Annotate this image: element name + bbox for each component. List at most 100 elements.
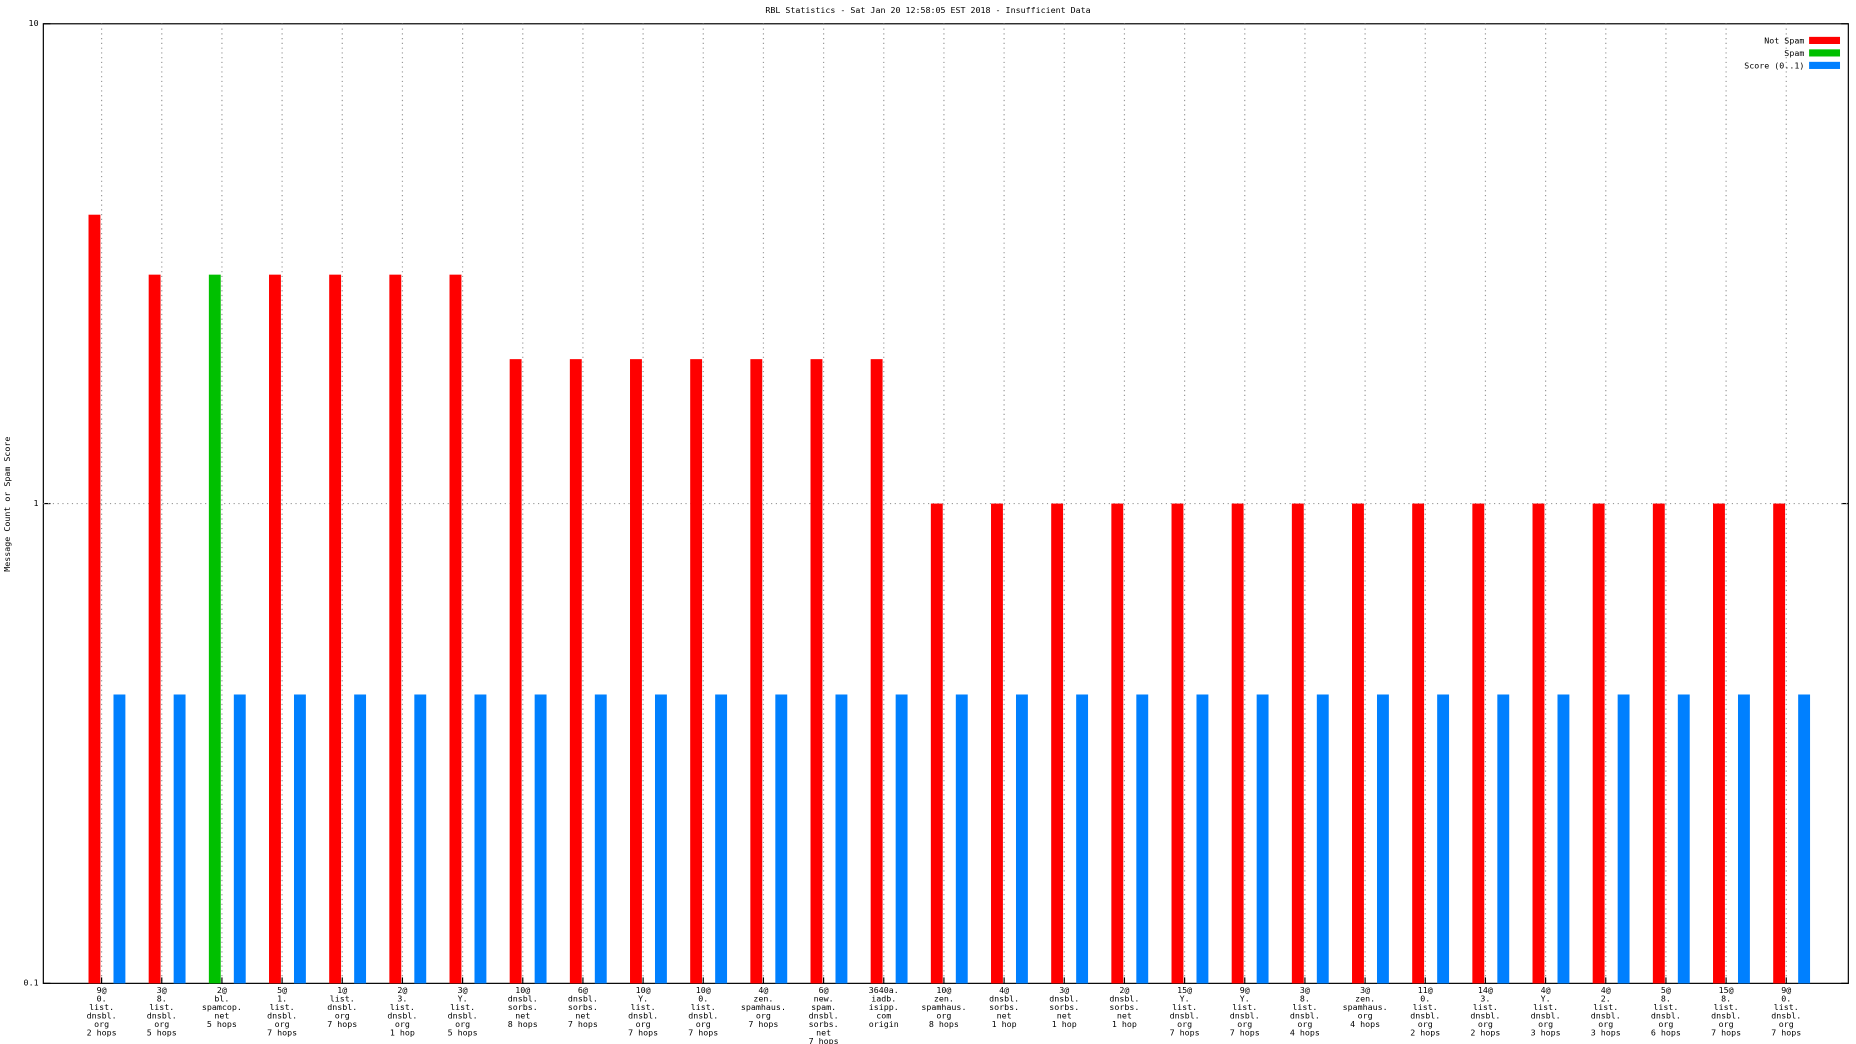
bar <box>1111 503 1124 984</box>
bar <box>233 694 246 984</box>
x-tick-label: 3@ 8. list. dnsbl. org 5 hops <box>147 985 177 1038</box>
x-tick-label: 4@ zen. spamhaus. org 7 hops <box>741 985 786 1029</box>
x-tick-label: 6@ new. spam. dnsbl. sorbs. net 7 hops <box>809 985 839 1044</box>
bar <box>148 274 161 984</box>
bar <box>835 694 848 984</box>
bar <box>895 694 908 984</box>
bar <box>1773 503 1786 984</box>
bar <box>1076 694 1089 984</box>
bar <box>1291 503 1304 984</box>
bar <box>1713 503 1725 984</box>
bar <box>1171 503 1184 984</box>
x-tick-label: 9@ 0. list. dnsbl. org 7 hops <box>1771 985 1801 1038</box>
bar <box>594 694 607 984</box>
bar <box>1231 503 1244 984</box>
x-tick-label: 9@ 0. list. dnsbl. org 2 hops <box>87 985 117 1038</box>
x-tick-label: 3@ dnsbl. sorbs. net 1 hop <box>1049 985 1079 1029</box>
bar <box>509 359 522 984</box>
bar <box>870 359 883 984</box>
bar <box>690 359 703 984</box>
x-tick-label: 3640a. iadb. isipp. com origin <box>869 985 899 1029</box>
x-tick-label: 2@ 3. list. dnsbl. org 1 hop <box>387 985 417 1038</box>
legend-label: Score (0..1) <box>1744 60 1804 70</box>
bar <box>293 694 306 984</box>
bar <box>414 694 427 984</box>
bar <box>1532 503 1545 984</box>
bar <box>113 694 126 984</box>
x-tick-label: 11@ 0. list. dnsbl. org 2 hops <box>1410 985 1440 1038</box>
x-tick-label: 5@ 8. list. dnsbl. org 6 hops <box>1651 985 1681 1038</box>
bar <box>630 359 642 984</box>
x-tick-label: 1@ list. dnsbl. org 7 hops <box>327 985 357 1029</box>
bar <box>1677 694 1690 984</box>
x-tick-label: 15@ 8. list. dnsbl. org 7 hops <box>1711 985 1741 1038</box>
x-tick-label: 2@ dnsbl. sorbs. net 1 hop <box>1109 985 1139 1029</box>
bar <box>1437 694 1450 984</box>
bar <box>1256 694 1269 984</box>
y-tick-label: 0.1 <box>24 978 39 988</box>
bar <box>1652 503 1665 984</box>
bar <box>1617 694 1630 984</box>
x-tick-label: 10@ dnsbl. sorbs. net 8 hops <box>508 985 538 1029</box>
legend-label: Spam <box>1784 48 1804 58</box>
bar <box>775 694 788 984</box>
y-tick-label: 10 <box>29 18 39 28</box>
legend-swatch <box>1809 61 1841 69</box>
x-tick-label: 10@ Y. list. dnsbl. org 7 hops <box>628 985 658 1038</box>
legend-label: Not Spam <box>1764 35 1804 45</box>
bar <box>354 694 367 984</box>
legend-swatch <box>1809 36 1841 44</box>
x-tick-label: 2@ bl. spamcop. net 5 hops <box>202 985 242 1029</box>
bar <box>955 694 968 984</box>
bar <box>1136 694 1149 984</box>
bar <box>208 274 221 984</box>
x-tick-label: 3@ 8. list. dnsbl. org 4 hops <box>1290 985 1320 1038</box>
bar <box>1798 694 1811 984</box>
legend-swatch <box>1809 49 1841 57</box>
bar <box>88 214 101 984</box>
bar <box>1592 503 1605 984</box>
bar <box>810 359 823 984</box>
x-tick-label: 15@ Y. list. dnsbl. org 7 hops <box>1170 985 1200 1038</box>
bar <box>1316 694 1329 984</box>
bar <box>1557 694 1570 984</box>
bar <box>1051 503 1064 984</box>
bar <box>750 359 763 984</box>
y-tick-label: 1 <box>34 498 39 508</box>
bar <box>389 274 402 984</box>
x-tick-label: 9@ Y. list. dnsbl. org 7 hops <box>1230 985 1260 1038</box>
bar <box>474 694 487 984</box>
bar <box>569 359 582 984</box>
x-tick-label: 4@ dnsbl. sorbs. net 1 hop <box>989 985 1019 1029</box>
bar <box>329 274 342 984</box>
bar <box>1352 503 1364 984</box>
bar <box>173 694 186 984</box>
bar <box>269 274 281 984</box>
bar <box>1497 694 1510 984</box>
x-tick-label: 3@ zen. spamhaus. org 4 hops <box>1343 985 1388 1029</box>
chart-title: RBL Statistics - Sat Jan 20 12:58:05 EST… <box>765 5 1090 15</box>
bar <box>930 503 943 984</box>
bar <box>991 503 1003 984</box>
bar <box>1737 694 1750 984</box>
x-tick-label: 10@ zen. spamhaus. org 8 hops <box>921 985 966 1029</box>
bar <box>1412 503 1425 984</box>
bar <box>1196 694 1209 984</box>
y-axis-label: Message Count or Spam Score <box>2 437 12 572</box>
bar <box>715 694 728 984</box>
x-tick-label: 10@ 0. list. dnsbl. org 7 hops <box>688 985 718 1038</box>
x-tick-label: 5@ 1. list. dnsbl. org 7 hops <box>267 985 297 1038</box>
x-tick-label: 3@ Y. list. dnsbl. org 5 hops <box>448 985 478 1038</box>
x-tick-label: 14@ 3. list. dnsbl. org 2 hops <box>1470 985 1500 1038</box>
x-tick-label: 6@ dnsbl. sorbs. net 7 hops <box>568 985 598 1029</box>
bar <box>1015 694 1028 984</box>
x-tick-label: 4@ 2. list. dnsbl. org 3 hops <box>1591 985 1621 1038</box>
bar <box>1472 503 1485 984</box>
bar <box>449 274 462 984</box>
plot-frame <box>42 23 1849 984</box>
bar <box>534 694 547 984</box>
x-tick-label: 4@ Y. list. dnsbl. org 3 hops <box>1531 985 1561 1038</box>
bar <box>654 694 667 984</box>
bar <box>1376 694 1389 984</box>
